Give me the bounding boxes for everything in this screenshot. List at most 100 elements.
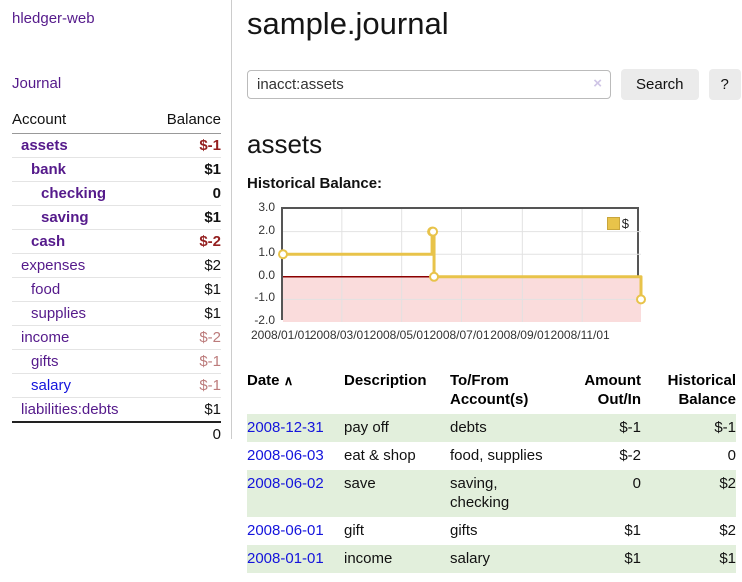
account-row: saving $1 [12, 205, 221, 230]
search-input[interactable] [247, 70, 611, 99]
date-column-header[interactable]: Date ∧ [247, 372, 294, 389]
help-button[interactable]: ? [708, 69, 741, 100]
transaction-date-link[interactable]: 2008-06-03 [247, 447, 324, 464]
chart-canvas [278, 209, 646, 322]
x-axis-tick-label: 2008/11/01 [550, 328, 610, 342]
transaction-amount: $1 [553, 545, 641, 573]
x-axis-tick-label: 2008/05/01 [369, 328, 430, 342]
transaction-amount: $1 [624, 522, 641, 539]
sidebar: hledger-web Journal Account Balance asse… [0, 0, 232, 446]
account-link-liabilities-debts[interactable]: liabilities:debts [21, 401, 119, 418]
transaction-balance: $1 [641, 545, 736, 573]
transaction-date-link[interactable]: 2008-01-01 [247, 550, 324, 567]
transaction-accounts: salary [450, 545, 553, 573]
transaction-amount: $-2 [619, 447, 641, 464]
x-axis-tick-label: 2008/01/01 [250, 328, 312, 342]
account-balance: $-1 [150, 349, 221, 374]
transaction-balance: 0 [727, 447, 736, 464]
app-title-link[interactable]: hledger-web [12, 10, 95, 27]
chart-plot-area[interactable]: $ [278, 207, 646, 322]
account-link-salary[interactable]: salary [31, 377, 72, 394]
register-header-row: Date ∧ Description To/From Account(s) Am… [247, 369, 736, 414]
balance-chart: $ 3.0 2.0 1.0 0.0 -1.0 -2.0 2008/01/01 2008/03/… [247, 200, 742, 347]
account-row: supplies $1 [12, 301, 221, 326]
transaction-description: gift [344, 522, 365, 539]
account-row: expenses $2 [12, 253, 221, 278]
search-form: × Search ? [247, 69, 742, 100]
account-link-food[interactable]: food [31, 281, 61, 298]
accounts-total-row: 0 [12, 421, 221, 446]
account-row: checking 0 [12, 181, 221, 206]
account-link-expenses[interactable]: expenses [21, 257, 86, 274]
account-link-cash[interactable]: cash [31, 233, 66, 250]
account-balance: $-2 [150, 325, 221, 350]
account-row: cash $-2 [12, 229, 221, 254]
transaction-accounts: food, supplies [450, 447, 543, 464]
clear-search-icon[interactable]: × [593, 75, 602, 92]
account-balance: $-2 [150, 229, 221, 254]
y-axis-tick-label: 0.0 [258, 267, 275, 282]
x-axis-tick-label: 2008/03/01 [309, 328, 370, 342]
account-link-gifts[interactable]: gifts [31, 353, 59, 370]
transaction-balance: $2 [719, 522, 736, 539]
transaction-balance: $-1 [641, 414, 736, 442]
transaction-description: eat & shop [344, 447, 416, 464]
account-balance: $-1 [150, 373, 221, 398]
transaction-row[interactable]: 2008-06-03 eat & shop food, supplies $-2… [247, 442, 736, 470]
transaction-date-link[interactable]: 2008-06-01 [247, 522, 324, 539]
register-table: Date ∧ Description To/From Account(s) Am… [247, 369, 736, 573]
account-row: income $-2 [12, 325, 221, 350]
transaction-amount: 0 [553, 470, 641, 517]
account-link-income[interactable]: income [21, 329, 70, 346]
main-panel: sample.journal × Search ? assets Histori… [247, 0, 742, 573]
accounts-table-header: Account Balance [12, 108, 221, 134]
account-heading: assets [247, 129, 323, 159]
account-link-checking[interactable]: checking [41, 185, 107, 202]
y-axis-tick-label: -2.0 [254, 313, 275, 327]
transaction-date-link[interactable]: 2008-12-31 [247, 419, 324, 436]
transaction-description: pay off [344, 414, 450, 442]
sidebar-item-journal[interactable]: Journal [12, 75, 62, 92]
y-axis-tick-label: 1.0 [258, 245, 275, 260]
app-title: hledger-web [12, 10, 221, 28]
description-column-header: Description [344, 372, 427, 389]
account-link-supplies[interactable]: supplies [31, 305, 87, 322]
y-axis-tick-label: -1.0 [254, 290, 275, 305]
transaction-balance: $2 [641, 470, 736, 517]
account-balance: $1 [150, 301, 221, 326]
balance-column-header: Balance [150, 108, 221, 134]
transaction-row[interactable]: 2008-06-01 gift gifts $1 $2 [247, 517, 736, 545]
account-link-assets[interactable]: assets [21, 137, 68, 154]
search-box: × [247, 70, 611, 99]
transaction-row[interactable]: 2008-12-31 pay off debts $-1 $-1 [247, 414, 736, 442]
transaction-accounts: saving, checking [450, 470, 553, 517]
y-axis-tick-label: 3.0 [258, 200, 275, 214]
transaction-row[interactable]: 2008-01-01 income salary $1 $1 [247, 545, 736, 573]
account-row: liabilities:debts $1 [12, 397, 221, 422]
transaction-description: income [344, 545, 450, 573]
page-title: sample.journal [247, 6, 449, 41]
account-balance: 0 [150, 181, 221, 206]
account-balance: $1 [150, 397, 221, 422]
accounts-total-value: 0 [150, 421, 221, 446]
account-link-saving[interactable]: saving [41, 209, 89, 226]
accounts-column-header: To/From Account(s) [450, 372, 529, 408]
account-balance: $-1 [150, 133, 221, 158]
search-button[interactable]: Search [621, 69, 699, 100]
account-row: assets $-1 [12, 133, 221, 158]
account-link-bank[interactable]: bank [31, 161, 67, 178]
account-balance: $1 [150, 157, 221, 182]
transaction-row[interactable]: 2008-06-02 save saving, checking 0 $2 [247, 470, 736, 517]
account-row: bank $1 [12, 157, 221, 182]
account-row: salary $-1 [12, 373, 221, 398]
balance-column-header: Historical Balance [667, 372, 736, 408]
y-axis-tick-label: 2.0 [258, 222, 275, 237]
legend-label: $ [621, 216, 629, 231]
accounts-table: Account Balance assets $-1 bank $1 check… [12, 108, 221, 446]
legend-swatch-icon [606, 217, 620, 230]
account-column-header: Account [12, 108, 151, 134]
transaction-amount: $-1 [553, 414, 641, 442]
transaction-date-link[interactable]: 2008-06-02 [247, 475, 324, 492]
account-row: food $1 [12, 277, 221, 302]
chart-legend: $ [606, 216, 629, 231]
